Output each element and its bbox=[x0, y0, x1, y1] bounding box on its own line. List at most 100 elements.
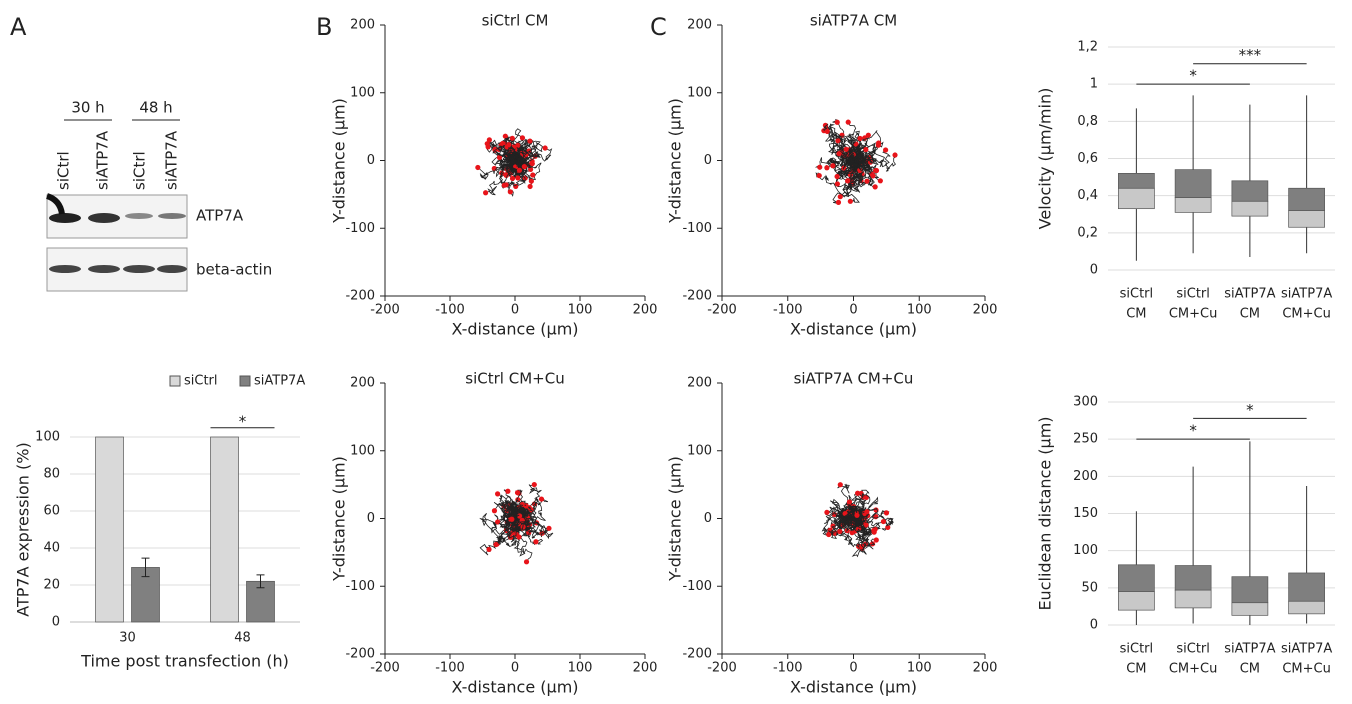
track-end bbox=[475, 164, 481, 171]
band bbox=[158, 213, 186, 219]
y-tick-label: 50 bbox=[1081, 580, 1098, 595]
track-end bbox=[816, 172, 822, 179]
band bbox=[157, 265, 187, 273]
y-tick-label: 100 bbox=[350, 85, 375, 100]
x-tick-label: -200 bbox=[707, 661, 737, 676]
x-tick-label: siATP7A bbox=[1281, 642, 1332, 657]
x-tick-label: 0 bbox=[849, 661, 857, 676]
y-tick-label: 100 bbox=[1073, 543, 1098, 558]
significance-label: * bbox=[1246, 401, 1254, 419]
x-tick-label: siCtrl bbox=[1176, 642, 1210, 657]
y-axis-label: Euclidean distance (µm) bbox=[1036, 416, 1055, 610]
x-tick-label: CM bbox=[1126, 307, 1146, 322]
y-tick-label: -200 bbox=[682, 647, 712, 662]
y-tick-label: 0,2 bbox=[1077, 225, 1098, 240]
track-end bbox=[857, 135, 863, 142]
track bbox=[502, 500, 520, 519]
x-tick-label: 48 bbox=[234, 631, 251, 646]
track-end bbox=[484, 141, 490, 147]
track bbox=[847, 156, 860, 183]
y-tick-label: 150 bbox=[1073, 506, 1098, 521]
x-tick-label: -100 bbox=[773, 661, 803, 676]
track-end bbox=[528, 178, 534, 184]
y-tick-label: 0 bbox=[367, 153, 375, 168]
track-end bbox=[857, 167, 863, 174]
track bbox=[824, 509, 856, 541]
panel-label: C bbox=[650, 13, 667, 41]
track-end bbox=[527, 183, 533, 190]
y-tick-label: 0 bbox=[367, 511, 375, 526]
track-end bbox=[826, 531, 832, 538]
lane-label: siCtrl bbox=[55, 151, 73, 190]
y-tick-label: 200 bbox=[350, 18, 375, 33]
box-upper bbox=[1288, 572, 1325, 602]
band bbox=[49, 213, 81, 223]
box-upper bbox=[1174, 565, 1212, 591]
significance-label: * bbox=[239, 412, 247, 430]
track-end bbox=[864, 178, 870, 184]
band bbox=[49, 265, 81, 273]
chart-title: siATP7A CM+Cu bbox=[794, 370, 914, 388]
track-end bbox=[837, 194, 843, 200]
track-end bbox=[849, 530, 855, 536]
track-end bbox=[483, 190, 489, 196]
y-tick-label: 0,4 bbox=[1077, 188, 1098, 203]
panel-label: A bbox=[10, 13, 27, 41]
track bbox=[498, 160, 516, 189]
box-upper bbox=[1118, 564, 1155, 592]
x-tick-label: 200 bbox=[973, 303, 998, 318]
y-tick-label: 0,6 bbox=[1077, 151, 1098, 166]
x-tick-label: siCtrl bbox=[1176, 287, 1210, 302]
y-tick-label: 0 bbox=[52, 615, 60, 630]
x-tick-label: 0 bbox=[511, 303, 519, 318]
track-end bbox=[514, 490, 521, 496]
box-lower bbox=[1118, 591, 1155, 611]
x-tick-label: 200 bbox=[633, 661, 658, 676]
x-tick-label: 0 bbox=[849, 303, 857, 318]
track-end bbox=[863, 146, 869, 153]
significance-label: *** bbox=[1239, 46, 1262, 64]
y-tick-label: 200 bbox=[1073, 469, 1098, 484]
y-axis-label: Y-distance (µm) bbox=[666, 98, 685, 224]
x-tick-label: CM bbox=[1240, 307, 1260, 322]
bar bbox=[210, 436, 239, 623]
track-end bbox=[533, 539, 539, 545]
y-tick-label: 100 bbox=[687, 443, 712, 458]
track-end bbox=[880, 518, 887, 525]
track-end bbox=[486, 137, 492, 143]
x-tick-label: siCtrl bbox=[1120, 287, 1154, 302]
box-lower bbox=[1174, 197, 1212, 213]
track-end bbox=[495, 491, 501, 497]
track bbox=[487, 143, 517, 162]
track-end bbox=[538, 496, 545, 502]
y-tick-label: 0 bbox=[1090, 263, 1098, 278]
track-end bbox=[515, 142, 521, 149]
error-bar bbox=[256, 574, 265, 589]
track bbox=[505, 511, 520, 537]
box-lower bbox=[1118, 187, 1155, 210]
y-axis-label: ATP7A expression (%) bbox=[14, 442, 33, 616]
track-end bbox=[873, 537, 879, 543]
track-end bbox=[824, 165, 830, 171]
y-tick-label: 200 bbox=[350, 376, 375, 391]
x-tick-label: 100 bbox=[568, 303, 593, 318]
x-tick-label: CM+Cu bbox=[1282, 662, 1331, 677]
x-tick-label: CM bbox=[1126, 662, 1146, 677]
x-tick-label: 200 bbox=[633, 303, 658, 318]
track-end bbox=[515, 175, 521, 181]
y-tick-label: 300 bbox=[1073, 395, 1098, 410]
y-tick-label: 0 bbox=[704, 511, 712, 526]
track-end bbox=[824, 128, 830, 135]
track-end bbox=[837, 528, 843, 535]
track-end bbox=[516, 167, 523, 173]
x-tick-label: 100 bbox=[568, 661, 593, 676]
track-end bbox=[817, 164, 823, 170]
y-axis-label: Y-distance (µm) bbox=[330, 456, 349, 582]
x-tick-label: -200 bbox=[370, 661, 400, 676]
track-end bbox=[527, 138, 533, 144]
track-end bbox=[834, 173, 840, 180]
box-upper bbox=[1288, 187, 1325, 211]
x-axis-label: Time post transfection (h) bbox=[80, 652, 289, 671]
legend-label: siCtrl bbox=[184, 374, 218, 389]
